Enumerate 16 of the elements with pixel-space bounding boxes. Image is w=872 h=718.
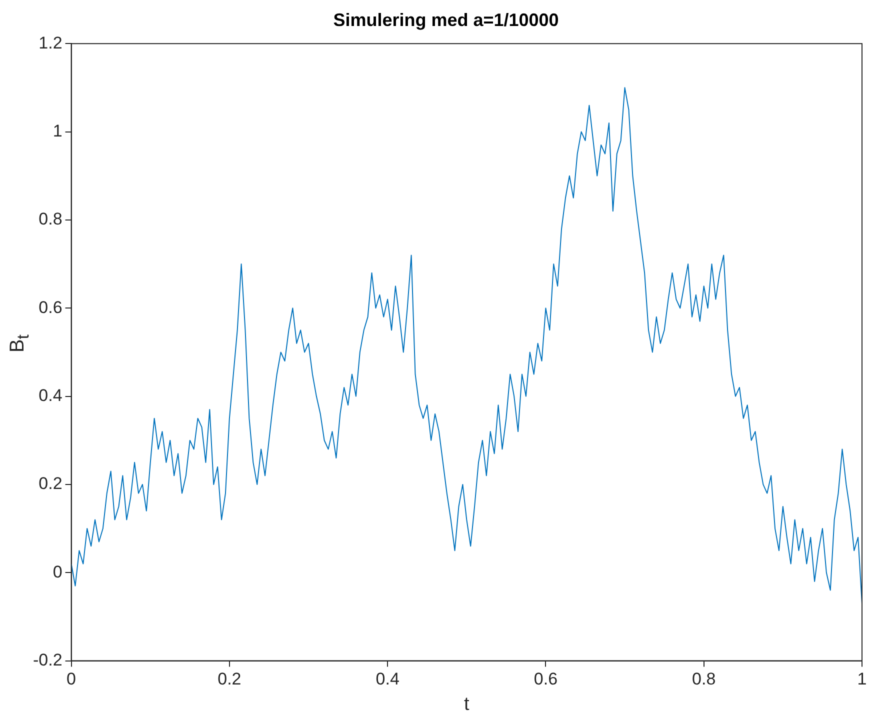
y-tick-label: 1.2 <box>38 33 62 52</box>
y-tick-label: -0.2 <box>32 650 62 670</box>
x-tick-label: 0.6 <box>534 670 558 689</box>
x-tick-label: 0.4 <box>376 670 400 689</box>
chart-title: Simulering med a=1/10000 <box>333 10 559 30</box>
x-tick-label: 0 <box>66 670 76 689</box>
y-tick-label: 0 <box>52 562 62 582</box>
y-tick-label: 1 <box>52 121 62 140</box>
x-tick-label: 0.2 <box>218 670 242 689</box>
y-tick-label: 0.2 <box>38 474 62 494</box>
x-tick-label: 0.8 <box>692 670 716 689</box>
y-tick-label: 0.4 <box>38 386 62 405</box>
x-tick-label: 1 <box>857 670 867 689</box>
y-tick-label: 0.6 <box>38 298 62 317</box>
x-axis-title: t <box>464 694 470 715</box>
y-tick-label: 0.8 <box>38 210 62 229</box>
